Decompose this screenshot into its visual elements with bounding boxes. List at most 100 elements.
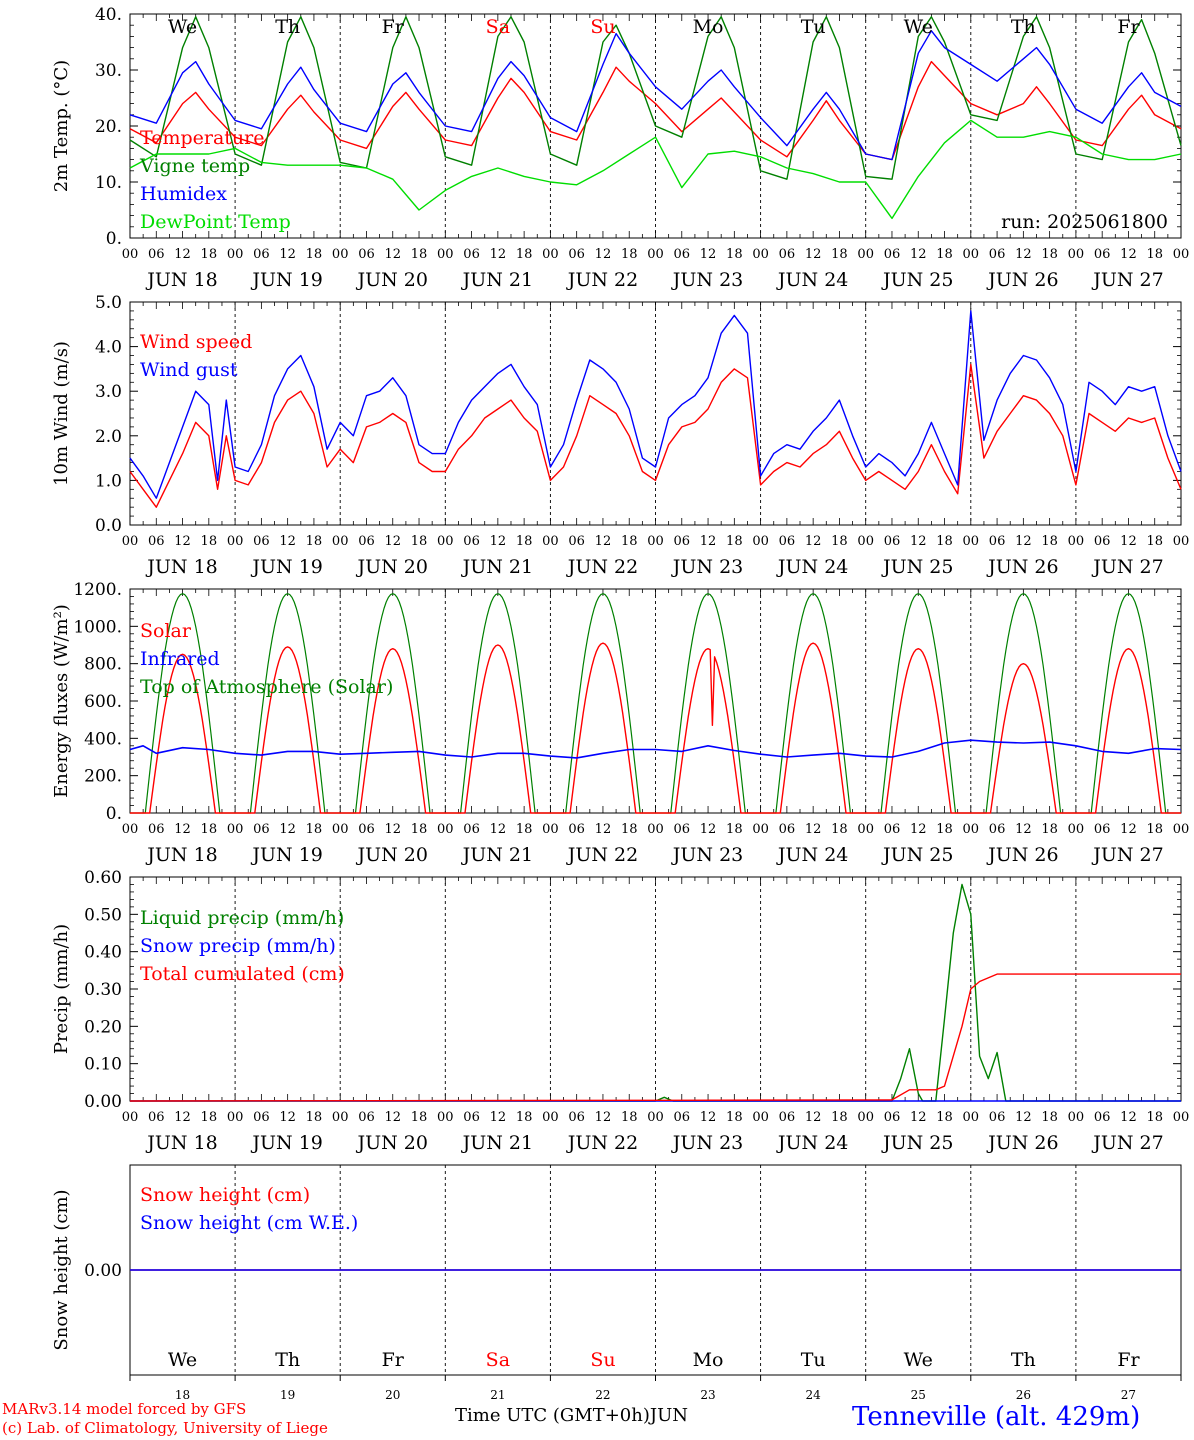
day-name-label: Fr [1117, 16, 1140, 38]
y-tick-label: 4.0 [95, 338, 122, 358]
panel-3: 00 06 12 18 00 06 12 18 00 06 12 18 00 06 12 18 00 06 12 18… [51, 580, 1189, 866]
hour-tick-label: 12 [384, 1110, 401, 1125]
date-label: JUN 27 [1091, 1132, 1163, 1154]
day-name-label: We [168, 1349, 197, 1371]
hour-tick-label: 06 [463, 247, 480, 262]
hour-tick-label: 00 [963, 534, 980, 549]
hour-tick-label: 00 [1068, 247, 1085, 262]
hour-tick-label: 00 [857, 1110, 874, 1125]
hour-tick-label: 00 [857, 247, 874, 262]
hour-tick-label: 06 [779, 822, 796, 837]
day-number-label: 25 [911, 1388, 926, 1402]
hour-tick-label: 18 [516, 247, 533, 262]
hour-tick-label: 12 [279, 822, 296, 837]
hour-tick-label: 18 [726, 534, 743, 549]
y-tick-label: 0.60 [84, 868, 122, 888]
hour-tick-label: 06 [989, 247, 1006, 262]
panel-1: 00 06 12 18 00 06 12 18 00 06 12 18 00 06 12 18 00 06 12 18… [51, 5, 1189, 291]
date-label: JUN 18 [145, 844, 217, 866]
legend-entry: Liquid precip (mm/h) [140, 907, 344, 929]
hour-tick-label: 18 [726, 247, 743, 262]
series-temperature [129, 60, 1182, 161]
day-name-label: Sa [486, 1349, 510, 1371]
hour-tick-label: 12 [279, 247, 296, 262]
y-axis-title: Precip (mm/h) [51, 924, 72, 1054]
hour-tick-label: 18 [621, 1110, 638, 1125]
station-name: Tenneville (alt. 429m) [852, 1402, 1141, 1432]
hour-tick-label: 06 [989, 534, 1006, 549]
y-tick-label: 0.30 [84, 980, 122, 1000]
hour-tick-label: 12 [700, 534, 717, 549]
hour-tick-label: 18 [831, 1110, 848, 1125]
hour-tick-label: 18 [306, 822, 323, 837]
y-tick-label: 0.00 [84, 1092, 122, 1112]
legend-entry: Vigne temp [139, 155, 250, 177]
hour-tick-label: 06 [1094, 534, 1111, 549]
series-total-cumulated-cm [129, 973, 1181, 1102]
hour-tick-label: 06 [779, 1110, 796, 1125]
day-name-label: Tu [801, 1349, 826, 1371]
panel-4: 00 06 12 18 00 06 12 18 00 06 12 18 00 06 12 18 00 06 12 18… [51, 868, 1189, 1154]
day-name-label: We [904, 16, 933, 38]
y-tick-label: 30. [95, 61, 122, 81]
hour-tick-label: 18 [936, 822, 953, 837]
date-label: JUN 26 [986, 556, 1058, 578]
hour-tick-label: 06 [568, 1110, 585, 1125]
panel-2: 00 06 12 18 00 06 12 18 00 06 12 18 00 06 12 18 00 06 12 18… [51, 293, 1189, 578]
hour-tick-label: 00 [332, 822, 349, 837]
hour-tick-label: 18 [831, 822, 848, 837]
y-tick-label: 3.0 [95, 382, 122, 402]
hour-tick-label: 00 [227, 247, 244, 262]
run-label: run: 2025061800 [1001, 211, 1168, 233]
day-number-label: 23 [700, 1388, 715, 1402]
hour-tick-label: 12 [1015, 1110, 1032, 1125]
date-label: JUN 18 [145, 269, 217, 291]
hour-tick-label: 00 [1068, 1110, 1085, 1125]
legend-entry: Infrared [140, 648, 220, 670]
y-tick-label: 0. [106, 229, 122, 249]
hour-tick-label: 00 [542, 247, 559, 262]
hour-tick-label: 06 [1094, 822, 1111, 837]
hour-tick-label: 00 [1173, 822, 1190, 837]
hour-tick-label: 00 [647, 534, 664, 549]
hour-tick-label: 12 [595, 1110, 612, 1125]
hour-tick-label: 00 [752, 534, 769, 549]
hour-tick-label: 18 [621, 247, 638, 262]
legend-entry: Total cumulated (cm) [140, 963, 345, 985]
date-label: JUN 26 [986, 269, 1058, 291]
date-label: JUN 24 [776, 269, 848, 291]
legend-entry: DewPoint Temp [140, 211, 291, 233]
hour-tick-label: 06 [989, 822, 1006, 837]
hour-tick-label: 06 [253, 247, 270, 262]
hour-tick-label: 00 [857, 822, 874, 837]
y-tick-label: 0.20 [84, 1017, 122, 1037]
legend-entry: Top of Atmosphere (Solar) [140, 676, 393, 698]
date-label: JUN 22 [566, 1132, 638, 1154]
hour-tick-label: 00 [542, 534, 559, 549]
date-label: JUN 22 [566, 269, 638, 291]
series-vigne-temp [129, 16, 1182, 180]
date-label: JUN 22 [566, 844, 638, 866]
hour-tick-label: 18 [411, 822, 428, 837]
hour-tick-label: 00 [1173, 1110, 1190, 1125]
hour-tick-label: 18 [936, 534, 953, 549]
hour-tick-label: 18 [411, 247, 428, 262]
hour-tick-label: 12 [1120, 822, 1137, 837]
x-axis-title: Time UTC (GMT+0h)JUN [455, 1405, 688, 1426]
hour-tick-label: 00 [752, 1110, 769, 1125]
date-label: JUN 18 [145, 1132, 217, 1154]
date-label: JUN 19 [250, 844, 322, 866]
day-name-label: We [904, 1349, 933, 1371]
hour-tick-label: 12 [279, 1110, 296, 1125]
hour-tick-label: 06 [148, 1110, 165, 1125]
hour-tick-label: 12 [910, 1110, 927, 1125]
date-label: JUN 25 [881, 844, 953, 866]
date-label: JUN 18 [145, 556, 217, 578]
day-name-label: Th [1011, 16, 1036, 38]
date-label: JUN 27 [1091, 269, 1163, 291]
hour-tick-label: 18 [1041, 1110, 1058, 1125]
hour-tick-label: 18 [726, 1110, 743, 1125]
hour-tick-label: 00 [122, 1110, 139, 1125]
hour-tick-label: 00 [437, 247, 454, 262]
hour-tick-label: 12 [1015, 534, 1032, 549]
